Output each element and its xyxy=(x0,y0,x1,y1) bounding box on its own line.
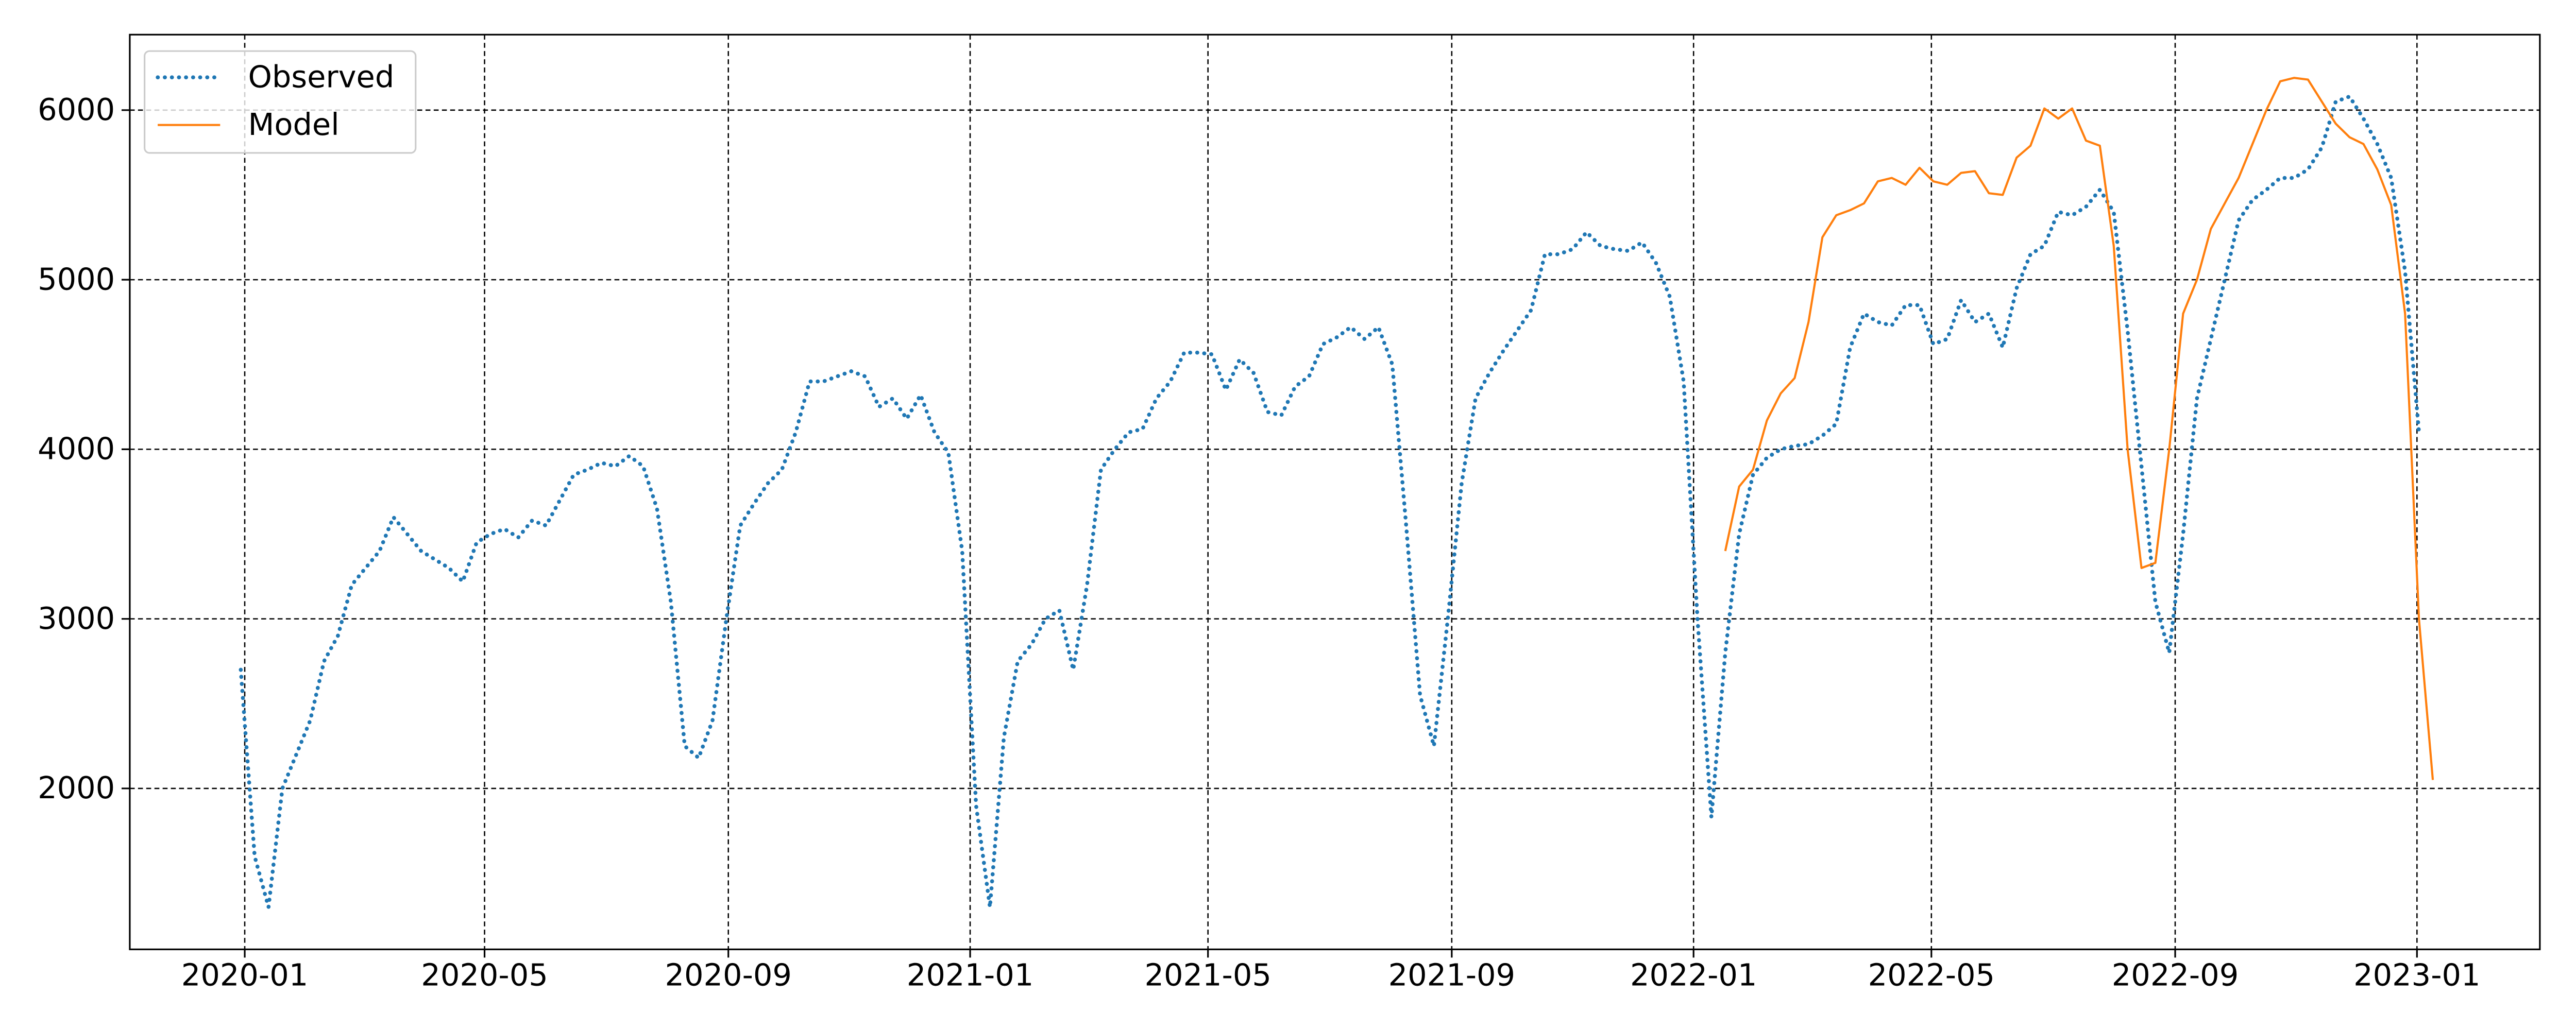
x-tick-label: 2020-01 xyxy=(181,957,308,993)
ticks: 2020-01 2020-05 2020-09 2021-01 2021-05 2021-… xyxy=(38,92,2480,993)
x-tick-label: 2021-09 xyxy=(1388,957,1515,993)
legend-box xyxy=(144,50,417,154)
x-tick-label: 2020-05 xyxy=(421,957,548,993)
x-tick-label: 2022-05 xyxy=(1868,957,1995,993)
x-tick-label: 2023-01 xyxy=(2353,957,2480,993)
series-line xyxy=(239,94,2421,908)
x-tick-label: 2020-09 xyxy=(665,957,791,993)
y-tick-label: 4000 xyxy=(38,431,115,467)
axes-frame xyxy=(129,33,2541,951)
series-line xyxy=(1724,77,2434,780)
y-tick-label: 6000 xyxy=(38,92,115,127)
grid xyxy=(129,35,2540,950)
y-tick-label: 5000 xyxy=(38,261,115,297)
x-tick-label: 2022-09 xyxy=(2112,957,2239,993)
legend-label: Model xyxy=(248,107,340,142)
x-tick-label: 2021-01 xyxy=(907,957,1033,993)
y-tick-label: 2000 xyxy=(38,770,115,805)
legend-label: Observed xyxy=(248,59,395,94)
plot-area xyxy=(239,77,2434,908)
y-tick-label: 3000 xyxy=(38,600,115,636)
x-tick-label: 2022-01 xyxy=(1630,957,1757,993)
x-tick-label: 2021-05 xyxy=(1144,957,1271,993)
legend: Observed Model xyxy=(144,50,417,154)
